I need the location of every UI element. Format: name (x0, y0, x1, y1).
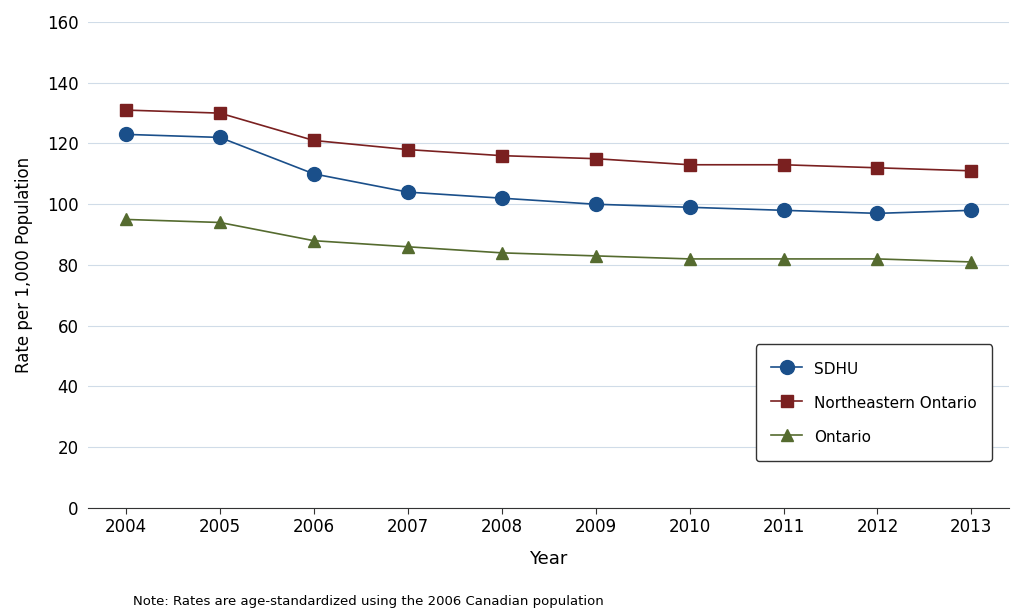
Ontario (496, 249, 508, 257)
X-axis label: Year: Year (529, 550, 568, 569)
Ontario (871, 255, 884, 263)
SDHU (966, 207, 978, 214)
SDHU (777, 207, 790, 214)
Ontario (966, 258, 978, 266)
Ontario (214, 219, 226, 226)
Northeastern Ontario (683, 161, 695, 168)
Text: Note: Rates are age-standardized using the 2006 Canadian population: Note: Rates are age-standardized using t… (133, 595, 604, 608)
SDHU (496, 195, 508, 202)
Northeastern Ontario (966, 167, 978, 174)
Y-axis label: Rate per 1,000 Population: Rate per 1,000 Population (15, 157, 33, 373)
Ontario (401, 243, 414, 251)
Northeastern Ontario (777, 161, 790, 168)
SDHU (683, 204, 695, 211)
Line: Ontario: Ontario (120, 213, 978, 268)
Northeastern Ontario (214, 109, 226, 117)
SDHU (401, 188, 414, 196)
SDHU (214, 134, 226, 141)
SDHU (871, 209, 884, 217)
Ontario (120, 216, 132, 223)
Ontario (683, 255, 695, 263)
Line: SDHU: SDHU (119, 128, 978, 220)
Northeastern Ontario (496, 152, 508, 159)
Northeastern Ontario (120, 106, 132, 114)
Northeastern Ontario (401, 146, 414, 154)
Legend: SDHU, Northeastern Ontario, Ontario: SDHU, Northeastern Ontario, Ontario (756, 344, 992, 462)
Northeastern Ontario (307, 137, 319, 144)
SDHU (307, 170, 319, 177)
SDHU (120, 131, 132, 138)
Ontario (590, 252, 602, 260)
SDHU (590, 201, 602, 208)
Northeastern Ontario (871, 164, 884, 171)
Line: Northeastern Ontario: Northeastern Ontario (121, 104, 977, 176)
Northeastern Ontario (590, 155, 602, 162)
Ontario (777, 255, 790, 263)
Ontario (307, 237, 319, 244)
